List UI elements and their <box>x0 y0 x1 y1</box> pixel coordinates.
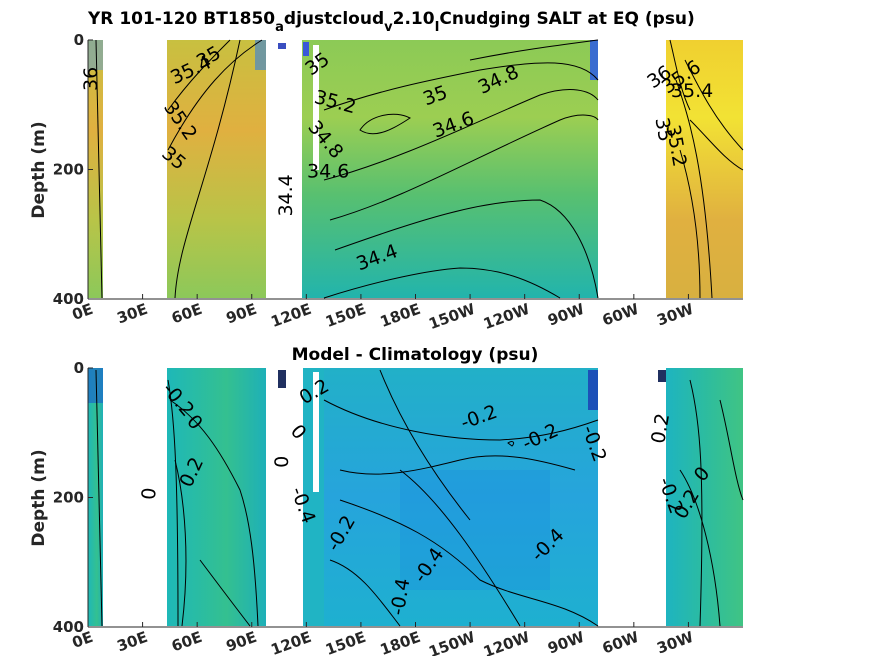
x-tick-label: 60E <box>169 300 204 328</box>
x-tick-label: 0E <box>70 628 96 652</box>
field-west-indian <box>88 368 103 626</box>
strong-negative-area <box>400 470 550 590</box>
contour-label: 0 <box>271 456 293 468</box>
field-pacific <box>324 40 598 298</box>
salinity-panel <box>87 39 744 300</box>
x-tick-label: 30W <box>654 628 696 656</box>
y-tick-label: 400 <box>53 618 84 636</box>
field-indian <box>167 40 266 298</box>
x-tick-label: 120W <box>481 628 533 656</box>
contour-label: 34.6 <box>307 160 349 182</box>
x-tick-label: 30W <box>654 300 696 330</box>
fresh-patch <box>278 43 286 49</box>
y-tick-label: 0 <box>74 31 84 49</box>
x-tick-label: 180E <box>378 628 423 656</box>
field-atlantic <box>666 368 743 626</box>
x-tick-label: 150E <box>323 628 368 656</box>
contour-label: 0 <box>138 487 161 501</box>
fresh-patch <box>88 40 103 70</box>
field-west-indian <box>88 40 103 298</box>
y-tick-label: 0 <box>74 359 84 377</box>
x-tick-label: 30E <box>115 628 150 656</box>
y-tick-label: 200 <box>53 489 84 507</box>
land-gap <box>266 368 303 628</box>
x-tick-label: 120E <box>268 300 313 331</box>
x-tick-label: 150E <box>323 300 368 331</box>
field-indian <box>167 368 266 626</box>
x-tick-label: 180E <box>378 300 423 331</box>
fresh-patch <box>255 40 266 70</box>
x-tick-label: 120E <box>268 628 313 656</box>
contour-label: 36 <box>80 67 102 91</box>
x-tick-label: 30E <box>115 300 150 328</box>
x-tick-label: 90W <box>545 628 587 656</box>
contour-label: 0.2 <box>647 412 674 446</box>
x-tick-label: 90E <box>224 300 259 328</box>
x-tick-label: 60W <box>600 300 642 330</box>
contour-label: 34.4 <box>275 174 297 216</box>
y-axis-label: Depth (m) <box>29 449 49 546</box>
x-tick-label: 150W <box>426 300 478 333</box>
field-pacific <box>324 368 598 626</box>
y-tick-label: 200 <box>53 161 84 179</box>
y-tick-label: 400 <box>53 290 84 308</box>
x-tick-label: 0E <box>70 300 96 324</box>
panel-title: YR 101-120 BT1850adjustcloudv2.10ICnudgi… <box>87 9 695 35</box>
x-tick-label: 90W <box>545 300 587 330</box>
land-gap <box>266 40 302 300</box>
contour-lines <box>95 39 744 299</box>
contour-label: 35.4 <box>671 80 713 102</box>
panel-title: Model - Climatology (psu) <box>292 345 539 365</box>
contour-label: 35 <box>650 116 676 144</box>
x-tick-label: 60E <box>169 628 204 656</box>
land-gap <box>313 372 319 492</box>
x-tick-label: 150W <box>426 628 478 656</box>
fresh-patch <box>658 370 666 382</box>
x-tick-label: 120W <box>481 300 533 333</box>
fresh-patch <box>88 368 103 403</box>
fresh-patch <box>303 42 309 56</box>
contour-lines <box>95 369 744 627</box>
y-axis-label: Depth (m) <box>29 121 49 218</box>
fresh-patch <box>278 370 286 388</box>
x-tick-label: 60W <box>600 628 642 656</box>
fresh-patch <box>590 40 598 80</box>
field-atlantic <box>666 40 743 298</box>
land-gap <box>313 45 319 170</box>
fresh-patch <box>588 370 598 410</box>
x-tick-label: 90E <box>224 628 259 656</box>
